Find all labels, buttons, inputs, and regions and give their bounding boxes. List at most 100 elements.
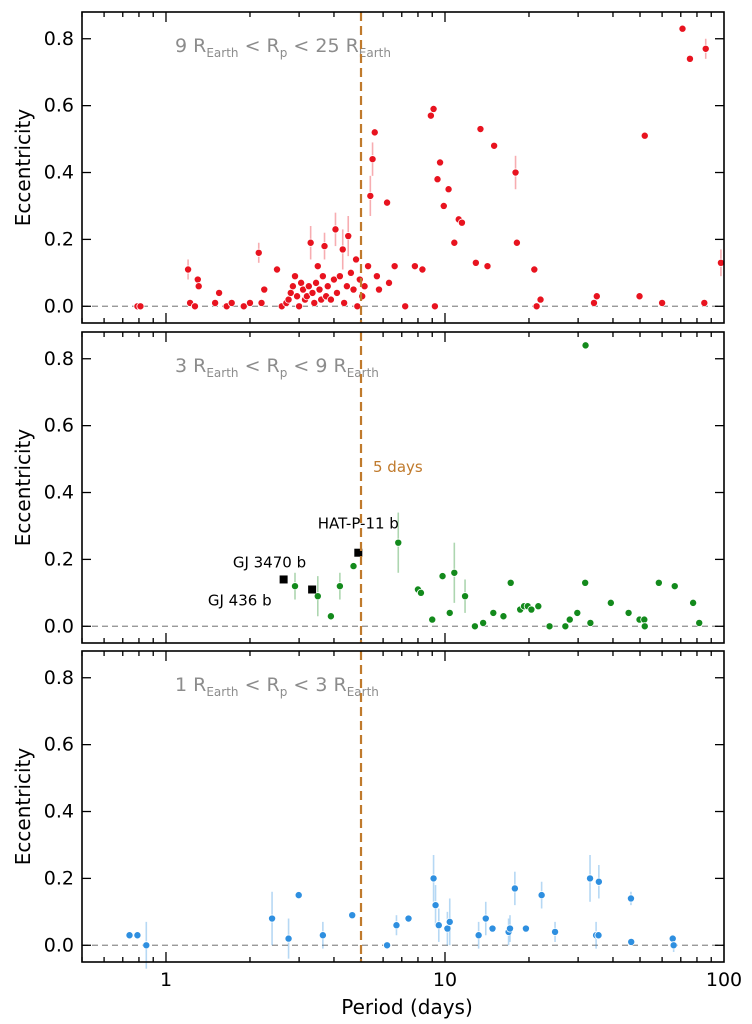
- planet-point: [457, 218, 466, 227]
- planet-point: [284, 934, 293, 943]
- planet-point: [488, 924, 497, 933]
- planet-point: [215, 288, 224, 297]
- panel-frame: [81, 650, 725, 963]
- y-tick-label: 0.8: [44, 348, 74, 370]
- planet-point: [536, 295, 545, 304]
- planet-point: [372, 272, 381, 281]
- highlighted-planet-point: [308, 585, 317, 594]
- planet-point: [227, 298, 236, 307]
- planet-point: [349, 562, 358, 571]
- y-tick-label: 0.8: [44, 28, 74, 50]
- y-tick-label: 0.2: [44, 548, 74, 570]
- y-axis-label: Eccentricity: [11, 109, 35, 227]
- planet-point: [586, 874, 595, 883]
- planet-point: [306, 238, 315, 247]
- planet-point: [346, 268, 355, 277]
- planet-point: [433, 175, 442, 184]
- planet-point: [624, 608, 633, 617]
- x-tick-label: 1: [160, 969, 172, 991]
- planet-point: [640, 615, 649, 624]
- planet-point: [434, 921, 443, 930]
- planet-point: [439, 201, 448, 210]
- y-tick-label: 0.0: [44, 615, 74, 637]
- planet-point: [436, 158, 445, 167]
- y-tick-label: 0.0: [44, 934, 74, 956]
- planet-point: [561, 622, 570, 631]
- planet-point: [581, 578, 590, 587]
- planet-point: [291, 272, 300, 281]
- planet-point: [592, 292, 601, 301]
- planet-point: [670, 582, 679, 591]
- planet-point: [335, 272, 344, 281]
- planet-point: [273, 265, 282, 274]
- planet-point: [211, 298, 220, 307]
- planet-point: [506, 924, 515, 933]
- planet-point: [383, 198, 392, 207]
- planet-point: [669, 941, 678, 950]
- planet-point: [429, 874, 438, 883]
- planet-point: [701, 44, 710, 53]
- planet-point: [410, 262, 419, 271]
- planet-point: [288, 282, 297, 291]
- planet-point: [586, 618, 595, 627]
- planet-point: [294, 891, 303, 900]
- planet-point: [527, 605, 536, 614]
- planet-label: HAT-P-11 b: [318, 515, 399, 533]
- y-tick-label: 0.4: [44, 482, 74, 504]
- radius-range-label: 9 REarth < Rp < 25 REarth: [175, 35, 391, 60]
- planet-point: [284, 295, 293, 304]
- planet-point: [490, 141, 499, 150]
- planet-point: [245, 298, 254, 307]
- planet-point: [394, 538, 403, 547]
- planet-point: [329, 275, 338, 284]
- planet-point: [474, 931, 483, 940]
- planet-point: [125, 931, 134, 940]
- y-tick-label: 0.6: [44, 95, 74, 117]
- planet-point: [589, 298, 598, 307]
- planet-point: [635, 292, 644, 301]
- planet-point: [364, 262, 373, 271]
- planet-point: [606, 598, 615, 607]
- planet-point: [689, 598, 698, 607]
- panel-1: 0.0 0.2 0.4 0.6 0.8 Eccentricity 9 REarth < Rp…: [11, 11, 725, 324]
- planet-point: [428, 615, 437, 624]
- planet-point: [511, 168, 520, 177]
- y-tick-label: 0.6: [44, 415, 74, 437]
- planet-point: [295, 302, 304, 311]
- planet-point: [429, 104, 438, 113]
- planet-point: [640, 622, 649, 631]
- planet-point: [430, 302, 439, 311]
- highlighted-planet-point: [279, 575, 288, 584]
- planet-point: [352, 255, 361, 264]
- planet-point: [392, 921, 401, 930]
- planet-point: [438, 572, 447, 581]
- planet-point: [470, 622, 479, 631]
- planet-point: [136, 302, 145, 311]
- planet-point: [483, 262, 492, 271]
- planet-point: [348, 911, 357, 920]
- y-tick-label: 0.4: [44, 801, 74, 823]
- planet-point: [190, 302, 199, 311]
- planet-point: [366, 191, 375, 200]
- planet-point: [668, 934, 677, 943]
- planet-point: [254, 248, 263, 257]
- planet-point: [313, 262, 322, 271]
- planet-point: [445, 917, 454, 926]
- planet-point: [142, 941, 151, 950]
- planet-point: [312, 278, 321, 287]
- planet-point: [416, 588, 425, 597]
- planet-point: [640, 131, 649, 140]
- planet-point: [257, 298, 266, 307]
- planet-point: [291, 582, 300, 591]
- planet-point: [374, 285, 383, 294]
- planet-point: [594, 877, 603, 886]
- planet-point: [293, 292, 302, 301]
- planet-point: [349, 285, 358, 294]
- y-axis-label: Eccentricity: [11, 748, 35, 866]
- planet-point: [537, 891, 546, 900]
- planet-point: [506, 578, 515, 587]
- planet-point: [512, 238, 521, 247]
- planet-point: [700, 298, 709, 307]
- y-axis-label: Eccentricity: [11, 429, 35, 547]
- planet-point: [368, 155, 377, 164]
